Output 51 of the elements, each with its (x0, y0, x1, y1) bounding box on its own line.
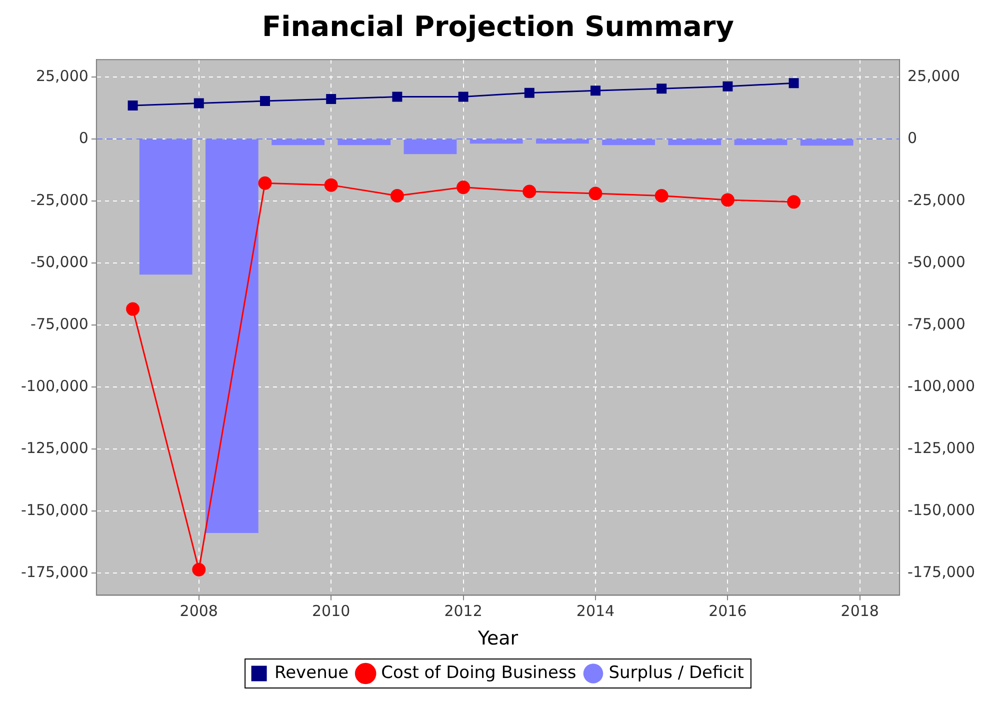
y2-tick-label: 0 (908, 128, 918, 147)
y2-tick-label: -50,000 (908, 252, 966, 271)
x-tick-label: 2014 (576, 602, 615, 620)
point (720, 193, 734, 207)
point (326, 94, 336, 104)
point (126, 302, 140, 316)
point (787, 195, 801, 209)
point (722, 81, 733, 92)
y2-tick-label: -150,000 (908, 500, 976, 519)
y-tick-label: -175,000 (20, 562, 88, 581)
point (788, 78, 799, 88)
point (524, 88, 534, 98)
point (192, 562, 206, 576)
y2-tick-label: -100,000 (908, 376, 976, 395)
point (392, 92, 402, 102)
point (590, 86, 600, 96)
y-tick-label: -100,000 (20, 376, 88, 395)
x-axis-title: Year (476, 628, 518, 650)
chart-title: Financial Projection Summary (262, 10, 734, 44)
x-tick-label: 2018 (840, 602, 879, 620)
point (656, 84, 667, 94)
y-tick-label: -150,000 (20, 500, 88, 519)
point (194, 98, 204, 108)
point (128, 100, 138, 110)
point (522, 184, 536, 198)
legend-label: Revenue (274, 662, 349, 683)
legend-label: Surplus / Deficit (608, 662, 744, 683)
point (390, 188, 404, 202)
y2-tick-label: -75,000 (908, 314, 966, 333)
y-tick-label: -50,000 (30, 252, 88, 271)
x-tick-label: 2012 (444, 602, 482, 620)
x-tick-label: 2010 (312, 602, 350, 620)
y-tick-label: 0 (78, 128, 88, 147)
y-tick-label: -75,000 (30, 314, 88, 333)
point (260, 96, 270, 106)
y2-tick-label: -125,000 (908, 438, 976, 457)
y2-tick-label: -25,000 (908, 190, 966, 209)
y2-tick-label: 25,000 (908, 66, 960, 85)
y-tick-label: -125,000 (20, 438, 88, 457)
point (654, 188, 668, 202)
point (258, 176, 272, 190)
point (588, 186, 602, 200)
point (458, 92, 468, 102)
point (324, 178, 338, 192)
y-tick-label: -25,000 (30, 190, 88, 209)
y-tick-label: 25,000 (36, 66, 88, 85)
x-tick-label: 2016 (708, 602, 747, 620)
x-tick-label: 2008 (180, 602, 218, 620)
y2-tick-label: -175,000 (908, 562, 976, 581)
legend-label: Cost of Doing Business (381, 662, 576, 683)
point (456, 180, 470, 194)
